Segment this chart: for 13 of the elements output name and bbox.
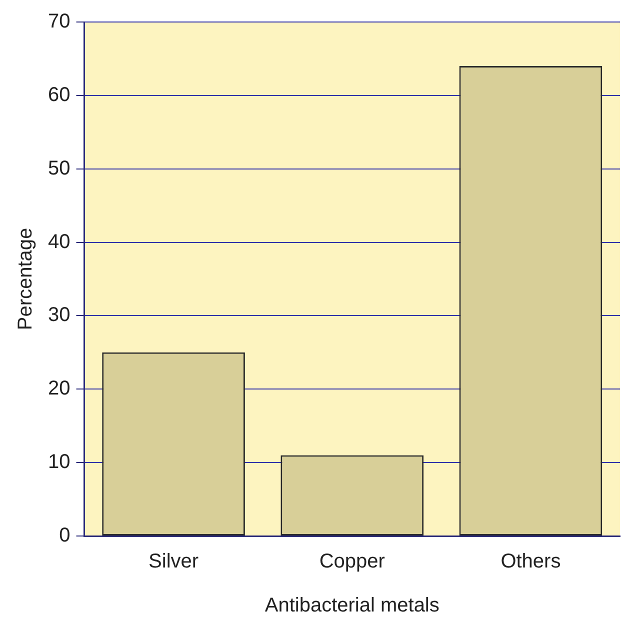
y-tick-label: 10 — [48, 451, 70, 474]
x-axis-title: Antibacterial metals — [264, 594, 440, 617]
y-tick-label: 20 — [48, 378, 70, 400]
x-tick-label: Others — [500, 550, 561, 573]
y-tick-label: 30 — [48, 304, 70, 326]
x-tick-label: Copper — [319, 550, 386, 573]
y-tick-label: 70 — [48, 10, 70, 33]
y-axis-title: Percentage — [14, 228, 37, 330]
y-tick-label: 0 — [59, 524, 70, 547]
y-tick-label: 60 — [48, 84, 70, 106]
y-tick-label: 50 — [48, 157, 70, 180]
y-tick-label: 40 — [48, 230, 70, 253]
x-tick-label: Silver — [148, 550, 199, 573]
